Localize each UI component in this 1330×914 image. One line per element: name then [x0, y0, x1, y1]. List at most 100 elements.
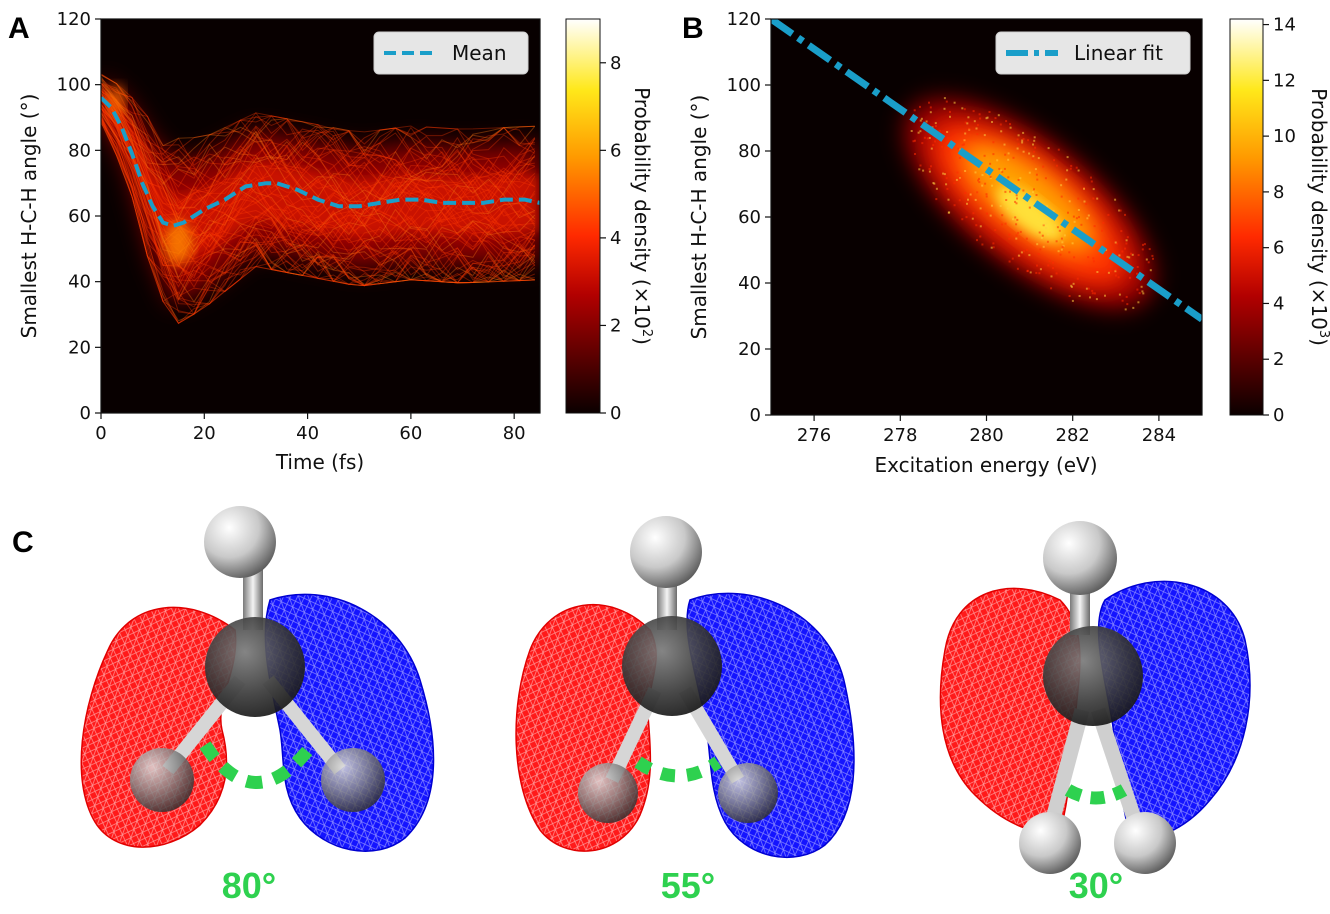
- trajectory-trace: [101, 103, 535, 285]
- trajectory-trace: [101, 83, 536, 202]
- density-speckle: [992, 153, 995, 156]
- trajectory-trace: [101, 117, 535, 287]
- density-speckle: [1005, 199, 1008, 201]
- density-speckle: [920, 117, 923, 120]
- density-speckle: [1032, 191, 1034, 194]
- trajectory-trace: [101, 97, 536, 284]
- y-tick-label: 0: [80, 403, 91, 424]
- y-tick-label: 80: [68, 140, 91, 161]
- density-speckle: [1096, 197, 1099, 200]
- density-speckle: [1141, 248, 1144, 251]
- density-speckle: [1053, 159, 1056, 162]
- density-speckle: [1033, 188, 1035, 191]
- density-speckle: [1015, 202, 1018, 205]
- density-speckle: [1021, 139, 1024, 142]
- density-speckle: [953, 101, 956, 104]
- density-speckle: [921, 142, 924, 145]
- density-speckle: [979, 225, 982, 228]
- density-speckle: [1002, 189, 1005, 192]
- density-speckle: [1070, 164, 1073, 167]
- density-speckle: [1075, 166, 1078, 169]
- density-speckle: [1034, 168, 1037, 171]
- panel-a-legend-box: [373, 31, 529, 75]
- density-speckle: [984, 182, 987, 185]
- density-hotspot: [108, 85, 125, 118]
- density-speckle: [973, 120, 976, 123]
- density-speckle: [942, 172, 945, 175]
- density-speckle: [958, 199, 961, 202]
- density-speckle: [1095, 268, 1098, 271]
- density-speckle: [1136, 266, 1139, 268]
- panel-label-a: A: [8, 12, 30, 45]
- density-speckle: [1060, 237, 1063, 240]
- density-speckle: [1142, 292, 1145, 295]
- density-speckle: [1109, 270, 1112, 272]
- density-speckle: [1007, 152, 1010, 155]
- y-tick-label: 20: [68, 337, 91, 358]
- density-speckle: [999, 123, 1002, 126]
- density-speckle: [1083, 187, 1085, 190]
- density-speckle: [1042, 245, 1045, 248]
- hydrogen-atom-left: [1019, 812, 1081, 874]
- density-speckle: [1017, 179, 1020, 181]
- angle-arc-30: [1064, 784, 1128, 805]
- colorbar-tick-label: 6: [610, 140, 621, 161]
- series-line-mean: [101, 96, 540, 228]
- density-speckle: [1042, 165, 1045, 168]
- density-speckle: [946, 136, 949, 139]
- density-speckle: [1017, 134, 1020, 137]
- panel-a-density-layer: [101, 73, 540, 325]
- density-speckle: [979, 117, 982, 120]
- density-speckle: [1109, 265, 1112, 268]
- density-speckle: [1022, 150, 1025, 153]
- density-speckle: [1137, 254, 1140, 257]
- density-speckle: [1118, 254, 1121, 257]
- density-speckle: [935, 187, 938, 190]
- density-speckle: [955, 178, 958, 181]
- trajectory-trace: [101, 117, 535, 315]
- density-speckle: [985, 193, 988, 196]
- density-speckle: [991, 121, 993, 123]
- density-speckle: [974, 198, 977, 201]
- density-speckle: [1060, 195, 1063, 198]
- density-speckle: [1008, 237, 1011, 240]
- density-speckle: [1006, 207, 1009, 210]
- density-speckle: [1001, 214, 1004, 217]
- density-speckle: [961, 107, 964, 110]
- density-speckle: [1025, 249, 1028, 251]
- density-speckle: [928, 170, 931, 173]
- density-speckle: [981, 174, 984, 176]
- trajectory-trace: [101, 119, 536, 315]
- density-hotspot: [164, 220, 193, 265]
- panel-a-colorbar-label: Probability density (×102): [630, 87, 654, 345]
- density-speckle: [978, 113, 981, 116]
- density-speckle: [917, 131, 920, 134]
- density-speckle: [1091, 292, 1094, 295]
- density-speckle: [1028, 152, 1031, 155]
- density-speckle: [945, 177, 948, 180]
- x-tick-label: 80: [503, 423, 526, 444]
- density-speckle: [978, 177, 980, 180]
- density-speckle: [1071, 242, 1074, 245]
- density-speckle: [1071, 299, 1074, 302]
- density-speckle: [1063, 234, 1066, 237]
- hydrogen-atom-top: [1043, 521, 1117, 595]
- x-tick-label: 280: [969, 425, 1003, 446]
- density-speckle: [1035, 194, 1038, 196]
- colorbar-tick-label: 8: [610, 53, 621, 74]
- density-speckle: [1114, 268, 1117, 271]
- y-tick-label: 40: [68, 272, 91, 293]
- panel-b-y-ticks: 0 20 40 60 80 100 120: [727, 9, 771, 426]
- trajectory-trace: [101, 90, 535, 284]
- density-speckle: [1089, 296, 1091, 299]
- density-speckle: [1093, 225, 1096, 228]
- density-speckle: [1087, 256, 1090, 259]
- density-speckle: [1020, 251, 1023, 254]
- density-speckle: [1057, 148, 1060, 151]
- density-speckle: [975, 127, 978, 130]
- density-speckle: [1036, 243, 1039, 246]
- hydrogen-atom-left: [130, 748, 194, 812]
- density-speckle: [1121, 299, 1124, 302]
- density-speckle: [959, 178, 961, 181]
- density-speckle: [1117, 276, 1120, 279]
